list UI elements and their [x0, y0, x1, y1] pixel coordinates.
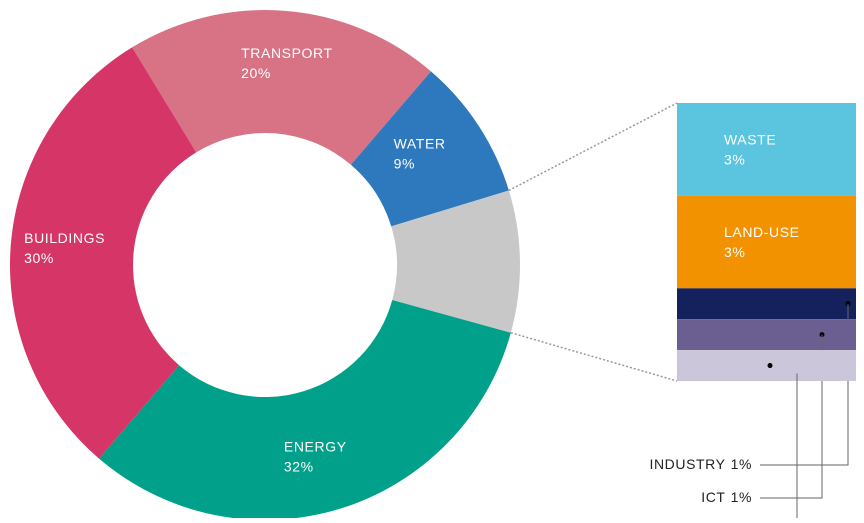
category-name: ENERGY — [284, 438, 347, 454]
slice-label: ENERGY 32% — [284, 438, 347, 474]
slice-label: BUILDINGS 30% — [24, 230, 105, 266]
category-name: TRANSPORT — [241, 45, 333, 61]
slice — [350, 71, 509, 227]
slice — [132, 10, 431, 165]
segment-label: WASTE 3% — [724, 131, 776, 167]
bar-segment — [677, 103, 856, 196]
category-name: WASTE — [724, 131, 776, 147]
value-label: 3% — [724, 244, 745, 260]
category-name: WATER — [394, 135, 446, 151]
bar-segment — [677, 288, 856, 320]
leader-line — [760, 334, 823, 499]
value-label: 30% — [24, 250, 54, 266]
value-label: 20% — [241, 65, 271, 81]
segment-label: LAND-USE 3% — [724, 224, 800, 260]
leader-line — [796, 373, 798, 523]
breakdown-slice — [391, 190, 520, 333]
value-label: 9% — [394, 155, 415, 171]
small-label: INDUSTRY 1% — [649, 456, 752, 472]
bar-segment — [677, 319, 856, 351]
bar-segment — [677, 195, 856, 289]
leader-dot — [767, 363, 773, 369]
category-name: INDUSTRY — [649, 456, 725, 472]
small-label: ICT 1% — [701, 489, 752, 505]
value-label: 1% — [731, 456, 752, 472]
category-name: BUILDINGS — [24, 230, 105, 246]
category-name: LAND-USE — [724, 224, 800, 240]
value-label: 32% — [284, 458, 314, 474]
slice — [9, 47, 197, 459]
connector — [508, 102, 678, 192]
connector — [510, 331, 678, 382]
bar-segment — [677, 350, 856, 381]
slice-label: TRANSPORT 20% — [241, 45, 333, 81]
category-name: ICT — [701, 489, 725, 505]
value-label: 3% — [724, 151, 745, 167]
slice-label: WATER 9% — [394, 135, 446, 171]
value-label: 1% — [731, 489, 752, 505]
slice — [99, 300, 511, 521]
